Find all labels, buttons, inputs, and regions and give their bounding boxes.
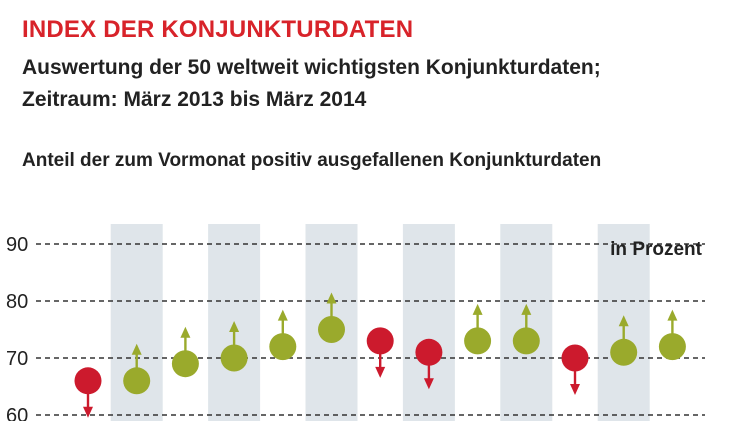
data-point	[464, 303, 492, 355]
data-dot	[415, 338, 443, 366]
data-point	[658, 309, 686, 361]
arrow-up-icon	[229, 321, 240, 332]
arrow-up-icon	[277, 309, 288, 321]
data-dot	[171, 350, 199, 378]
arrow-up-icon	[180, 326, 191, 338]
data-dot	[123, 367, 151, 395]
data-dot	[610, 338, 638, 366]
arrow-up-icon	[131, 343, 142, 355]
data-dot	[658, 333, 686, 361]
data-dot	[366, 327, 394, 355]
data-point	[561, 344, 589, 395]
data-dot	[318, 316, 345, 343]
arrow-down-icon	[375, 366, 386, 378]
arrow-down-icon	[570, 384, 580, 395]
y-tick-label: 70	[6, 348, 28, 370]
data-dot	[269, 333, 297, 361]
data-point	[366, 327, 394, 378]
gridlines	[36, 243, 705, 416]
data-point	[318, 292, 345, 343]
unit-label: in Prozent	[610, 239, 703, 260]
data-dot	[220, 344, 248, 372]
chart-title: INDEX DER KONJUNKTURDATEN	[22, 16, 414, 43]
arrow-up-icon	[521, 303, 532, 315]
arrow-up-icon	[618, 315, 629, 327]
y-tick-label: 60	[6, 405, 28, 421]
data-marks	[74, 292, 686, 418]
y-tick-label: 90	[6, 234, 28, 256]
y-tick-label: 80	[6, 291, 28, 313]
arrow-up-icon	[326, 292, 337, 304]
arrow-up-icon	[667, 309, 678, 321]
data-point	[220, 321, 248, 372]
data-dot	[74, 367, 102, 395]
data-dot	[464, 327, 492, 355]
data-point	[512, 303, 540, 355]
subtitle-line-1: Auswertung der 50 weltweit wichtigsten K…	[22, 56, 601, 79]
arrow-down-icon	[423, 378, 434, 390]
data-point	[415, 338, 443, 390]
data-point	[74, 367, 102, 418]
data-dot	[512, 327, 540, 355]
arrow-up-icon	[472, 303, 483, 315]
data-point	[171, 326, 199, 378]
data-point	[123, 343, 151, 395]
data-point	[269, 309, 297, 361]
arrow-down-icon	[83, 406, 93, 418]
background-band	[402, 224, 455, 421]
background-bands	[110, 224, 650, 421]
chart-caption: Anteil der zum Vormonat positiv ausgefal…	[22, 150, 602, 171]
data-point	[610, 315, 638, 366]
subtitle-line-2: Zeitraum: März 2013 bis März 2014	[22, 88, 367, 111]
data-dot	[561, 344, 589, 372]
chart-subtitle: Auswertung der 50 weltweit wichtigsten K…	[22, 52, 742, 116]
y-axis: 60 70 80 90	[6, 234, 28, 421]
